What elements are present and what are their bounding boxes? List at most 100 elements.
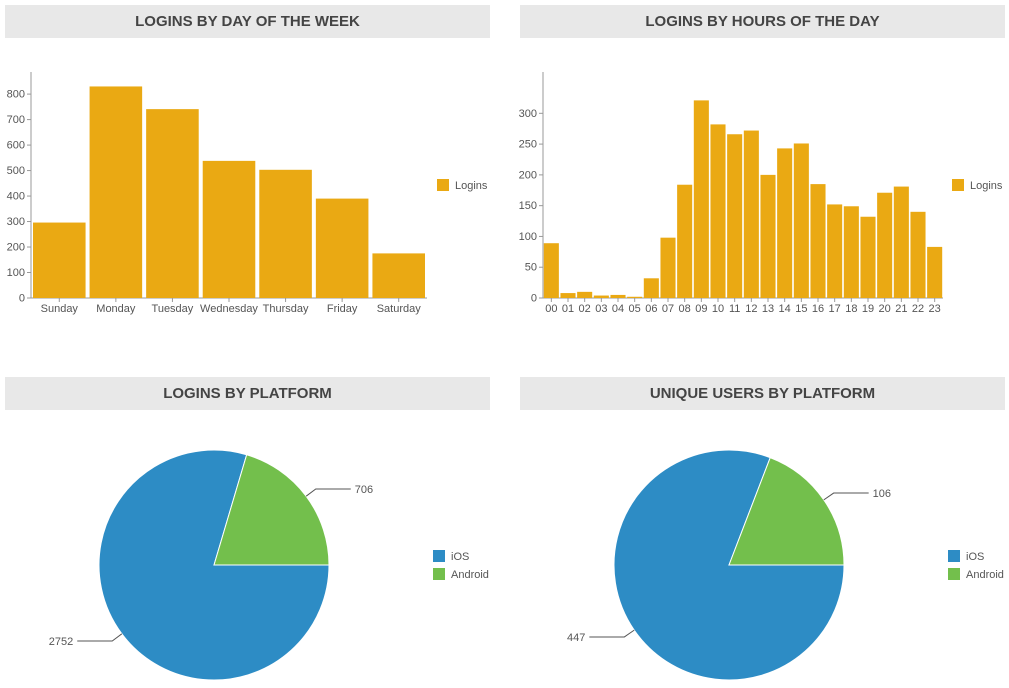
bar xyxy=(877,192,893,298)
x-tick-label: Tuesday xyxy=(152,303,194,315)
x-tick-label: 18 xyxy=(845,303,857,315)
x-tick-label: 16 xyxy=(812,303,824,315)
x-tick-label: 22 xyxy=(912,303,924,315)
y-tick-label: 500 xyxy=(7,165,25,177)
bar xyxy=(927,246,943,298)
bar xyxy=(543,243,559,298)
x-tick-label: 11 xyxy=(729,303,740,315)
x-tick-label: 07 xyxy=(662,303,674,315)
bar xyxy=(893,186,909,298)
legend-label: Android xyxy=(966,569,1004,581)
legend-swatch xyxy=(433,568,445,580)
bar xyxy=(315,198,369,298)
day-of-week-chart: 0 100 200 300 400 500 600 700 800 Sunday Monday Tue… xyxy=(7,72,488,315)
legend-swatch xyxy=(952,179,964,191)
y-tick-label: 250 xyxy=(519,139,537,151)
y-tick-label: 300 xyxy=(519,108,537,120)
bar xyxy=(33,222,86,298)
bar xyxy=(89,86,143,298)
x-tick-label: Wednesday xyxy=(200,303,258,315)
x-tick-label: 05 xyxy=(629,303,641,315)
x-tick-label: 12 xyxy=(745,303,757,315)
y-tick-label: 700 xyxy=(7,114,25,126)
hours-of-day-chart: 0 50 100 150 200 250 300 00 01 02 03 04 05 06 07 08 09 10… xyxy=(519,72,1003,315)
legend-label: Logins xyxy=(455,180,488,192)
y-tick-label: 50 xyxy=(525,262,537,274)
x-tick-label: 20 xyxy=(879,303,891,315)
hours-of-day-panel: LOGINS BY HOURS OF THE DAY 0 5 0 1 00 150 20 0 2… xyxy=(519,5,1005,325)
pie-leader-line xyxy=(305,488,351,497)
y-tick-label: 100 xyxy=(519,231,537,243)
x-tick-label: 14 xyxy=(779,303,791,315)
bar xyxy=(910,211,926,298)
bar xyxy=(727,134,743,298)
bar xyxy=(760,174,776,298)
legend-label: Android xyxy=(451,569,489,581)
x-tick-label: 06 xyxy=(645,303,657,315)
logins-platform-chart: 2752 706 iOS Android xyxy=(49,449,489,681)
y-tick-label: 100 xyxy=(7,267,25,279)
pie-slice-android xyxy=(213,454,330,566)
bar xyxy=(860,216,876,298)
bar xyxy=(710,124,726,298)
legend-swatch xyxy=(948,568,960,580)
x-tick-label: Friday xyxy=(327,303,358,315)
x-tick-label: Saturday xyxy=(377,303,422,315)
x-tick-label: 09 xyxy=(695,303,707,315)
pie-value-label: 106 xyxy=(873,488,891,500)
bar xyxy=(593,295,609,298)
bar xyxy=(146,109,199,298)
x-tick-label: 15 xyxy=(795,303,807,315)
legend-label: iOS xyxy=(451,551,469,563)
x-tick-label: 01 xyxy=(562,303,574,315)
x-tick-label: Monday xyxy=(96,303,136,315)
bar xyxy=(827,204,843,298)
users-platform-panel: UNIQUE USERS BY PLATFORM 447 106 iOS Androi… xyxy=(520,377,1005,688)
day-of-week-panel: LOGINS BY DAY OF THE WEEK 0 100 200 300 400 5… xyxy=(5,5,490,325)
bar xyxy=(777,148,793,298)
x-tick-label: 23 xyxy=(929,303,941,315)
hours-of-day-title: LOGINS BY HOURS OF THE DAY xyxy=(520,5,1005,38)
pie-value-label: 447 xyxy=(567,632,585,644)
pie-value-label: 2752 xyxy=(49,636,73,648)
bar xyxy=(202,160,256,298)
y-tick-label: 300 xyxy=(7,216,25,228)
bar xyxy=(843,206,859,298)
x-tick-label: Sunday xyxy=(41,303,79,315)
bar xyxy=(610,294,626,298)
x-tick-label: Thursday xyxy=(263,303,309,315)
y-tick-label: 400 xyxy=(7,191,25,203)
bar xyxy=(643,278,659,298)
x-tick-label: 17 xyxy=(829,303,841,315)
bar xyxy=(743,130,759,298)
bar xyxy=(660,237,676,298)
x-tick-label: 00 xyxy=(545,303,557,315)
legend-swatch xyxy=(948,550,960,562)
bar xyxy=(793,143,809,298)
x-tick-label: 03 xyxy=(595,303,607,315)
bar xyxy=(560,293,576,298)
bar xyxy=(372,253,425,298)
x-tick-label: 08 xyxy=(679,303,691,315)
legend-swatch xyxy=(433,550,445,562)
day-of-week-title: LOGINS BY DAY OF THE WEEK xyxy=(5,5,490,38)
users-platform-title: UNIQUE USERS BY PLATFORM xyxy=(520,377,1005,410)
y-tick-label: 0 xyxy=(19,293,25,305)
y-tick-label: 0 xyxy=(531,293,537,305)
legend-label: Logins xyxy=(970,180,1003,192)
x-tick-label: 19 xyxy=(862,303,874,315)
y-tick-label: 200 xyxy=(7,242,25,254)
pie-leader-line xyxy=(77,633,123,642)
pie-leader-line xyxy=(823,492,869,501)
x-tick-label: 10 xyxy=(712,303,724,315)
bar xyxy=(693,100,709,299)
logins-platform-title: LOGINS BY PLATFORM xyxy=(5,377,490,410)
bar xyxy=(677,184,693,298)
y-tick-label: 600 xyxy=(7,140,25,152)
pie-value-label: 706 xyxy=(355,484,373,496)
legend-swatch xyxy=(437,179,449,191)
y-tick-label: 150 xyxy=(519,200,537,212)
y-tick-label: 800 xyxy=(7,89,25,101)
logins-platform-panel: LOGINS BY PLATFORM 2752 706 iOS Android xyxy=(5,377,490,688)
bar xyxy=(259,169,312,298)
